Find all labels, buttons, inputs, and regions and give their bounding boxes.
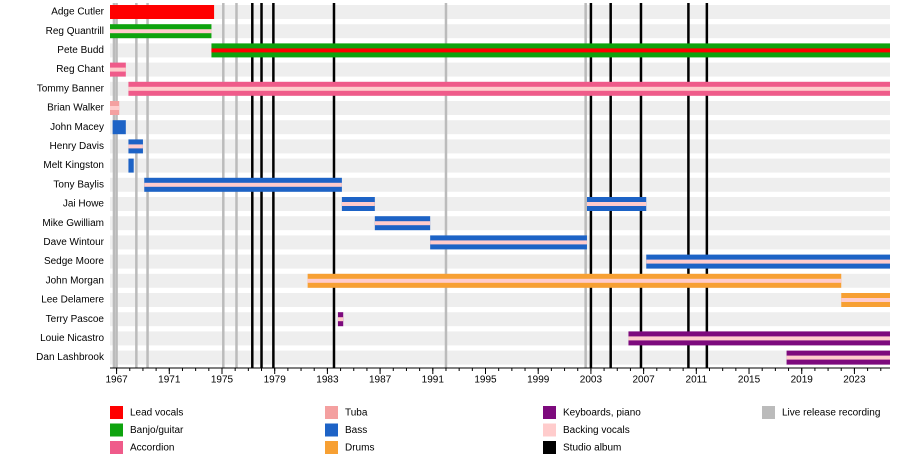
- member-name: Pete Budd: [57, 45, 104, 56]
- member-name: Lee Delamere: [41, 295, 104, 306]
- legend-label: Studio album: [563, 443, 621, 454]
- row-band: [110, 312, 890, 327]
- bar-stripe: [110, 29, 212, 34]
- member-bar: [112, 120, 126, 135]
- member-bar: [128, 158, 134, 173]
- x-tick-label: 1999: [527, 375, 550, 386]
- member-name: Terry Pascoe: [46, 314, 105, 325]
- row-band: [110, 216, 890, 231]
- legend-swatch: [110, 441, 123, 454]
- member-name: Adge Cutler: [51, 7, 104, 18]
- member-name: Henry Davis: [50, 141, 104, 152]
- member-name: Louie Nicastro: [40, 333, 104, 344]
- bar-stripe: [628, 336, 890, 341]
- legend-swatch: [762, 406, 775, 419]
- row-band: [110, 101, 890, 115]
- legend-label: Bass: [345, 425, 367, 436]
- legend-label: Tuba: [345, 408, 368, 419]
- x-tick-label: 1979: [264, 375, 287, 386]
- bar-stripe: [646, 259, 890, 264]
- bar-stripe: [586, 202, 647, 206]
- row-band: [110, 120, 890, 135]
- row-band: [110, 158, 890, 173]
- x-tick-label: 1995: [474, 375, 497, 386]
- member-name: Mike Gwilliam: [42, 218, 104, 229]
- x-tick-label: 1983: [316, 375, 339, 386]
- legend-label: Drums: [345, 443, 374, 454]
- legend-label: Lead vocals: [130, 408, 183, 419]
- legend-label: Backing vocals: [563, 425, 630, 436]
- bar-stripe: [374, 221, 431, 226]
- bar-stripe: [110, 67, 126, 72]
- bar-stripe: [307, 278, 842, 283]
- member-name: Melt Kingston: [43, 160, 104, 171]
- member-name: Jai Howe: [63, 199, 105, 210]
- row-band: [110, 62, 890, 77]
- member-name: Tommy Banner: [37, 83, 105, 94]
- row-band: [110, 350, 890, 365]
- bar-stripe: [128, 144, 143, 149]
- legend-swatch: [325, 423, 338, 437]
- x-tick-label: 1971: [158, 375, 181, 386]
- bar-stripe: [786, 355, 890, 360]
- member-name: John Macey: [50, 122, 104, 133]
- member-name: Dave Wintour: [43, 237, 104, 248]
- row-band: [110, 197, 890, 211]
- bar-stripe: [841, 298, 890, 302]
- bar-stripe: [430, 240, 587, 245]
- member-name: John Morgan: [46, 275, 104, 286]
- legend-label: Banjo/guitar: [130, 425, 184, 436]
- x-tick-label: 1975: [211, 375, 234, 386]
- bar-stripe: [211, 48, 890, 53]
- row-band: [110, 139, 890, 154]
- x-tick-label: 2023: [843, 375, 866, 386]
- row-band: [110, 5, 890, 19]
- row-band: [110, 24, 890, 39]
- bar-stripe: [128, 86, 891, 91]
- legend-swatch: [110, 406, 123, 419]
- bar-stripe: [110, 106, 120, 110]
- legend-label: Accordion: [130, 443, 174, 454]
- legend-swatch: [543, 441, 556, 454]
- legend-swatch: [110, 423, 123, 437]
- x-tick-label: 2003: [580, 375, 603, 386]
- legend-swatch: [325, 441, 338, 454]
- member-bar: [110, 5, 215, 19]
- legend-label: Keyboards, piano: [563, 408, 641, 419]
- row-band: [110, 293, 890, 307]
- member-name: Brian Walker: [47, 103, 105, 114]
- legend-swatch: [543, 423, 556, 437]
- member-name: Sedge Moore: [44, 256, 104, 267]
- bar-stripe: [144, 182, 342, 187]
- x-tick-label: 2007: [632, 375, 655, 386]
- member-name: Tony Baylis: [53, 179, 104, 190]
- member-name: Dan Lashbrook: [36, 352, 105, 363]
- x-tick-label: 2019: [791, 375, 814, 386]
- x-tick-label: 2015: [738, 375, 761, 386]
- legend-swatch: [325, 406, 338, 419]
- bar-stripe: [337, 317, 344, 322]
- bar-stripe: [341, 202, 375, 206]
- legend-swatch: [543, 406, 556, 419]
- member-name: Reg Chant: [56, 64, 104, 75]
- x-tick-label: 1987: [369, 375, 392, 386]
- x-tick-label: 1967: [105, 375, 128, 386]
- x-tick-label: 2011: [686, 375, 708, 386]
- legend-label: Live release recording: [782, 408, 880, 419]
- member-name: Reg Quantrill: [46, 26, 104, 37]
- x-tick-label: 1991: [422, 375, 445, 386]
